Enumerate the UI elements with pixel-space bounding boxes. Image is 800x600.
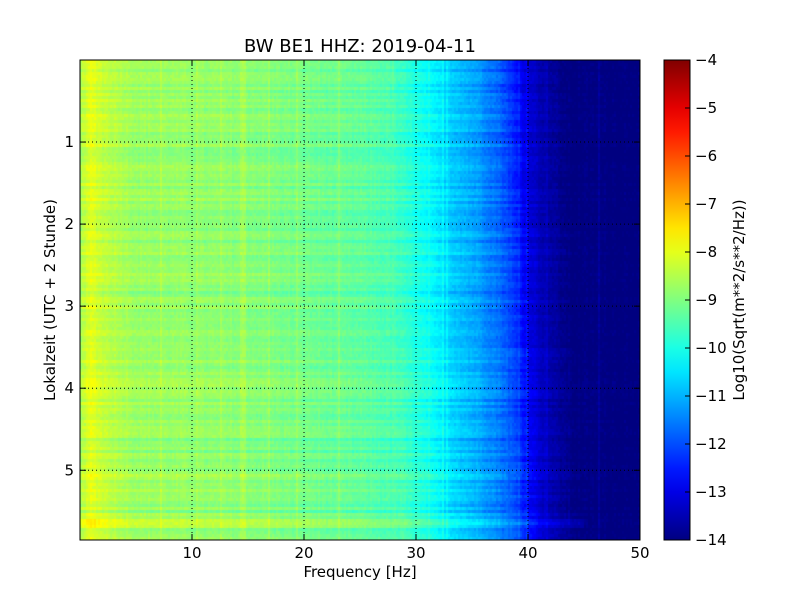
colorbar: −4 −5 −6 −7 −8 −9 −10 −11 −12 −13 −14 [663, 51, 727, 549]
colorbar-tick-label: −10 [695, 339, 727, 357]
plot-frame [79, 59, 641, 541]
y-tick-label: 2 [64, 215, 74, 233]
colorbar-tick-label: −5 [695, 99, 717, 117]
y-tick-label: 1 [64, 133, 74, 151]
colorbar-tick-label: −8 [695, 243, 717, 261]
colorbar-tick-label: −9 [695, 291, 717, 309]
grid-lines [80, 60, 640, 540]
colorbar-tick-label: −11 [695, 387, 727, 405]
colorbar-tick-label: −4 [695, 51, 717, 69]
spectrogram-plot [79, 59, 641, 541]
colorbar-tick-label: −7 [695, 195, 717, 213]
colorbar-tick-label: −6 [695, 147, 717, 165]
y-axis-ticks: 1 2 3 4 5 [64, 133, 640, 479]
x-tick-label: 10 [182, 544, 201, 562]
x-tick-label: 40 [518, 544, 537, 562]
chart-title: BW BE1 HHZ: 2019-04-11 [244, 36, 476, 57]
x-tick-label: 30 [406, 544, 425, 562]
spectrogram-image [80, 60, 640, 540]
colorbar-tick-label: −14 [695, 531, 727, 549]
y-tick-label: 3 [64, 297, 74, 315]
colorbar-tick-label: −12 [695, 435, 727, 453]
y-tick-label: 4 [64, 379, 74, 397]
colorbar-label: Log10(Sqrt(m**2/s**2/Hz)) [730, 199, 748, 400]
colorbar-tick-label: −13 [695, 483, 727, 501]
y-axis-label: Lokalzeit (UTC + 2 Stunde) [41, 199, 59, 401]
x-axis-label: Frequency [Hz] [303, 563, 416, 581]
x-tick-label: 50 [630, 544, 649, 562]
x-axis-ticks: 10 20 30 40 50 [182, 60, 650, 562]
y-tick-label: 5 [64, 461, 74, 479]
x-tick-label: 20 [294, 544, 313, 562]
